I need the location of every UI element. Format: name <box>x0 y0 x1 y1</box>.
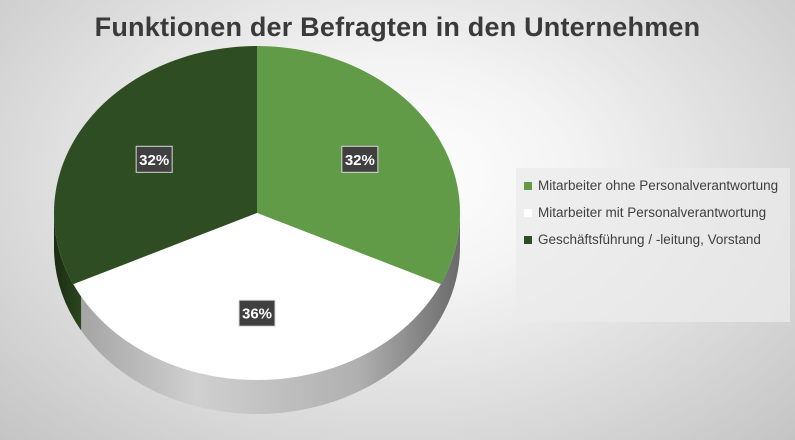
data-label: 32% <box>139 152 169 169</box>
legend-label: Mitarbeiter mit Personalverantwortung <box>538 205 767 220</box>
pie-data-labels: 32% 36% 32% <box>135 145 379 327</box>
legend-swatch <box>524 209 532 217</box>
data-label-box <box>238 299 276 327</box>
data-label: 32% <box>345 152 375 169</box>
legend: Mitarbeiter ohne Personalverantwortung M… <box>516 168 790 322</box>
pie-side-dark-edge <box>54 213 82 331</box>
data-label-box <box>135 145 173 173</box>
chart-title: Funktionen der Befragten in den Unterneh… <box>94 12 701 42</box>
data-label-box <box>341 145 379 173</box>
pie-slice <box>73 213 441 380</box>
legend-label: Mitarbeiter ohne Personalverantwortung <box>538 178 779 193</box>
pie-slices <box>53 45 460 380</box>
legend-swatch <box>524 182 532 190</box>
data-label: 36% <box>242 306 272 323</box>
pie-side-wall <box>54 213 460 414</box>
legend-swatch <box>524 236 532 244</box>
legend-item: Mitarbeiter ohne Personalverantwortung <box>522 176 784 195</box>
legend-item: Geschäftsführung / -leitung, Vorstand <box>522 230 784 249</box>
pie-side-surface <box>54 213 460 414</box>
legend-label: Geschäftsführung / -leitung, Vorstand <box>538 232 761 247</box>
legend-item: Mitarbeiter mit Personalverantwortung <box>522 203 784 222</box>
